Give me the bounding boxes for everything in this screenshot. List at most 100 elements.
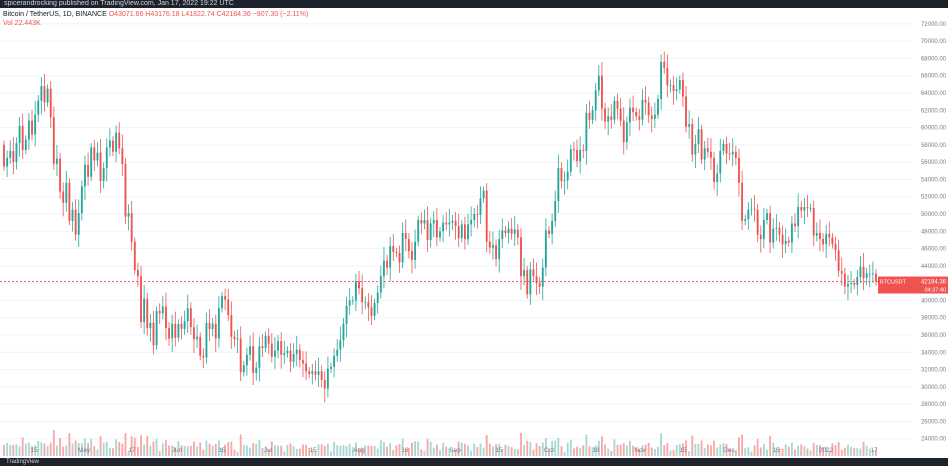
- candle-body[interactable]: [133, 241, 136, 271]
- candle-body[interactable]: [762, 220, 765, 240]
- candle-body[interactable]: [386, 260, 388, 268]
- candle-body[interactable]: [504, 230, 507, 233]
- candle-body[interactable]: [597, 75, 600, 91]
- candle-body[interactable]: [404, 233, 407, 240]
- candle-body[interactable]: [336, 349, 339, 356]
- candle-body[interactable]: [112, 140, 114, 152]
- candle-body[interactable]: [37, 100, 40, 115]
- candle-body[interactable]: [99, 152, 102, 182]
- candle-body[interactable]: [442, 222, 445, 232]
- candle-body[interactable]: [115, 132, 118, 152]
- candle-body[interactable]: [831, 237, 834, 245]
- candle-body[interactable]: [227, 299, 230, 316]
- candle-body[interactable]: [457, 226, 460, 239]
- candle-body[interactable]: [476, 213, 479, 215]
- candle-body[interactable]: [6, 157, 9, 167]
- candle-body[interactable]: [566, 171, 569, 181]
- candle-body[interactable]: [333, 355, 336, 367]
- candle-body[interactable]: [535, 276, 538, 284]
- candle-body[interactable]: [186, 308, 189, 322]
- candle-body[interactable]: [523, 270, 526, 277]
- candle-body[interactable]: [495, 245, 497, 259]
- candle-body[interactable]: [625, 122, 628, 143]
- candle-body[interactable]: [395, 252, 398, 253]
- candle-body[interactable]: [255, 367, 258, 374]
- candle-body[interactable]: [532, 269, 535, 277]
- candle-body[interactable]: [644, 99, 647, 103]
- candle-body[interactable]: [700, 129, 703, 160]
- candle-body[interactable]: [420, 220, 423, 224]
- candle-body[interactable]: [706, 148, 709, 152]
- candle-body[interactable]: [401, 233, 404, 263]
- candle-body[interactable]: [850, 283, 853, 284]
- candle-body[interactable]: [616, 100, 619, 109]
- candle-body[interactable]: [242, 365, 245, 373]
- candle-body[interactable]: [716, 173, 719, 183]
- candle-body[interactable]: [345, 305, 348, 324]
- candle-body[interactable]: [819, 233, 821, 240]
- candle-body[interactable]: [414, 241, 417, 260]
- candle-body[interactable]: [18, 125, 21, 144]
- candle-body[interactable]: [641, 99, 644, 120]
- candle-body[interactable]: [193, 327, 195, 340]
- candle-body[interactable]: [261, 346, 264, 348]
- candle-body[interactable]: [320, 371, 323, 380]
- candle-body[interactable]: [93, 147, 96, 161]
- candle-body[interactable]: [694, 143, 697, 155]
- candle-body[interactable]: [305, 363, 308, 372]
- candle-body[interactable]: [40, 86, 43, 101]
- candle-body[interactable]: [541, 267, 544, 287]
- candle-body[interactable]: [663, 61, 666, 68]
- candle-body[interactable]: [174, 323, 177, 338]
- candle-body[interactable]: [862, 266, 865, 278]
- candle-body[interactable]: [738, 157, 740, 183]
- candle-body[interactable]: [196, 336, 199, 340]
- candle-body[interactable]: [267, 335, 270, 344]
- candle-body[interactable]: [171, 323, 174, 339]
- candle-body[interactable]: [871, 273, 874, 275]
- candle-body[interactable]: [784, 240, 787, 245]
- candle-body[interactable]: [258, 346, 261, 368]
- candle-body[interactable]: [691, 124, 694, 155]
- candlestick-chart[interactable]: 72000.00 70000.00 68000.00 66000.00 64000.00…: [0, 8, 948, 458]
- candle-body[interactable]: [591, 110, 594, 120]
- candle-body[interactable]: [787, 240, 790, 243]
- candle-body[interactable]: [809, 207, 812, 209]
- candle-body[interactable]: [130, 213, 133, 242]
- candle-body[interactable]: [49, 88, 52, 118]
- candle-body[interactable]: [12, 150, 15, 163]
- candle-body[interactable]: [245, 354, 248, 366]
- candle-body[interactable]: [208, 322, 211, 329]
- candle-body[interactable]: [467, 224, 469, 240]
- candle-body[interactable]: [697, 129, 700, 144]
- candle-body[interactable]: [759, 234, 762, 240]
- candle-body[interactable]: [731, 151, 734, 155]
- candle-body[interactable]: [775, 227, 778, 229]
- candle-body[interactable]: [252, 346, 255, 374]
- candle-body[interactable]: [619, 108, 622, 121]
- candle-body[interactable]: [781, 234, 784, 245]
- candle-body[interactable]: [411, 251, 413, 260]
- candle-body[interactable]: [756, 209, 759, 235]
- candle-body[interactable]: [569, 149, 572, 172]
- candle-body[interactable]: [585, 112, 588, 151]
- candle-body[interactable]: [90, 147, 93, 177]
- candle-body[interactable]: [183, 321, 186, 329]
- candle-body[interactable]: [451, 220, 454, 223]
- candle-body[interactable]: [501, 230, 504, 240]
- candle-body[interactable]: [74, 209, 77, 235]
- candle-body[interactable]: [77, 213, 80, 235]
- candle-body[interactable]: [124, 163, 127, 217]
- candle-body[interactable]: [513, 229, 516, 234]
- candle-body[interactable]: [610, 116, 613, 120]
- candle-body[interactable]: [361, 288, 364, 303]
- candle-body[interactable]: [747, 209, 750, 220]
- candle-body[interactable]: [479, 198, 482, 215]
- candle-body[interactable]: [551, 220, 554, 234]
- candle-body[interactable]: [84, 164, 86, 187]
- candle-body[interactable]: [445, 222, 448, 225]
- candle-body[interactable]: [87, 164, 90, 177]
- candle-body[interactable]: [847, 283, 849, 287]
- candle-body[interactable]: [189, 308, 192, 328]
- candle-body[interactable]: [843, 273, 846, 287]
